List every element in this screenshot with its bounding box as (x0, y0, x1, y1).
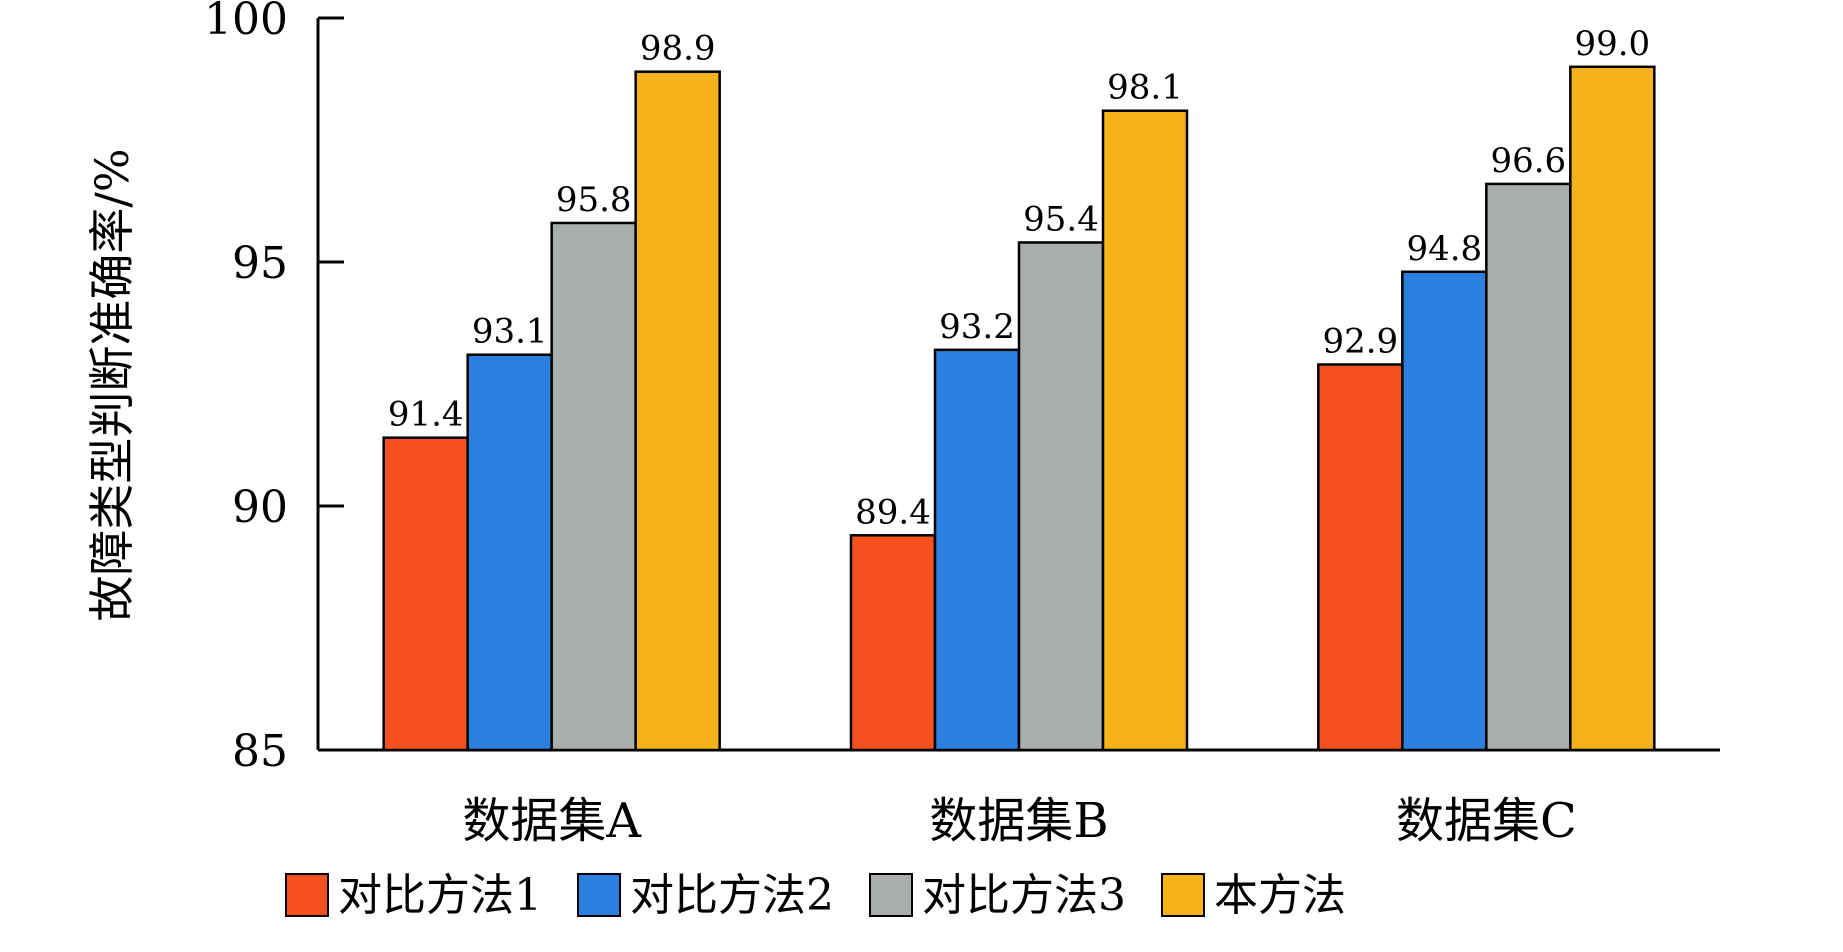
legend-swatch (1161, 873, 1205, 917)
data-label: 96.6 (1490, 141, 1566, 181)
x-category-label: 数据集A (462, 793, 642, 849)
data-label: 98.1 (1107, 68, 1183, 108)
bar (634, 70, 721, 752)
data-label: 94.8 (1406, 229, 1482, 269)
bars (382, 65, 1656, 752)
bar (466, 353, 553, 752)
legend-swatch (577, 873, 621, 917)
data-label: 98.9 (640, 29, 716, 69)
legend-swatch (869, 873, 913, 917)
data-label: 99.0 (1574, 24, 1650, 64)
bar (1401, 270, 1488, 752)
legend-label: 本方法 (1214, 870, 1346, 921)
bar (382, 436, 469, 752)
legend-label: 对比方法3 (922, 870, 1126, 921)
y-tick-label: 100 (204, 0, 288, 45)
bar (849, 534, 937, 752)
legend: 对比方法1 对比方法2 对比方法3 本方法 (285, 870, 1346, 921)
data-labels: 91.4 93.1 95.8 98.9 89.4 93.2 95.4 98.1 92.9 94.8… (388, 24, 1650, 532)
bar (1317, 363, 1404, 752)
bar (1101, 109, 1189, 752)
data-label: 92.9 (1322, 321, 1398, 361)
bar (1017, 241, 1105, 752)
legend-swatch (285, 873, 329, 917)
x-category-label: 数据集C (1396, 793, 1577, 849)
y-tick-label: 85 (232, 726, 288, 777)
y-axis-ticks: 85 90 95 100 (204, 0, 344, 777)
legend-label: 对比方法2 (630, 870, 834, 921)
data-label: 95.8 (556, 180, 632, 220)
data-label: 89.4 (855, 492, 931, 532)
y-tick-label: 95 (232, 238, 288, 289)
bar (550, 221, 637, 752)
category-labels: 数据集A 数据集B 数据集C (462, 793, 1576, 849)
data-label: 91.4 (388, 395, 464, 435)
y-tick-label: 90 (232, 482, 288, 533)
data-label: 93.2 (939, 307, 1015, 347)
legend-label: 对比方法1 (338, 870, 542, 921)
x-category-label: 数据集B (929, 793, 1108, 849)
data-label: 93.1 (472, 312, 548, 352)
bar (1485, 182, 1572, 752)
y-axis-title-group: 故障类型判断准确率/% (85, 148, 139, 621)
bar (1569, 65, 1656, 752)
bar (933, 348, 1021, 752)
y-axis-title: 故障类型判断准确率/% (85, 148, 139, 621)
data-label: 95.4 (1023, 199, 1099, 239)
